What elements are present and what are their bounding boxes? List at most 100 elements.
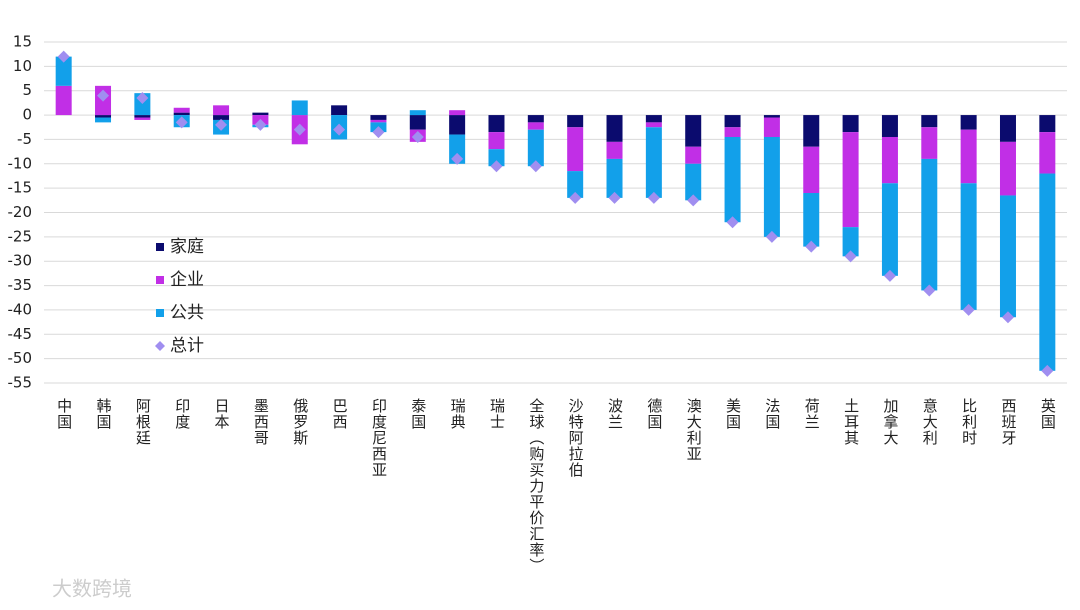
y-tick-label: -20 <box>8 203 33 221</box>
watermark: 大数跨境 <box>52 577 132 601</box>
y-tick-label: -15 <box>8 179 33 197</box>
total-marker <box>1001 311 1014 324</box>
total-marker <box>451 152 464 165</box>
bar-segment <box>606 115 623 142</box>
total-marker <box>529 160 542 173</box>
x-tick-label: 加拿大 <box>881 398 899 446</box>
y-tick-label: -35 <box>8 276 33 294</box>
bar-segment <box>567 171 584 198</box>
bar-segment <box>527 122 544 130</box>
x-tick-label: 阿根廷 <box>134 398 152 446</box>
total-marker <box>490 160 503 173</box>
y-tick-label: 5 <box>22 81 32 99</box>
bar-segment <box>685 115 702 147</box>
x-tick-label: 墨西哥 <box>252 398 270 446</box>
total-marker <box>569 191 582 204</box>
bar-segment <box>488 132 505 150</box>
x-tick-label: 泰国 <box>409 398 427 430</box>
bar-segment <box>960 115 977 130</box>
bar-segment <box>724 127 741 137</box>
y-tick-label: -10 <box>8 154 33 172</box>
bar-segment <box>449 110 466 116</box>
y-tick-label: 0 <box>22 106 32 124</box>
x-tick-label: 西班牙 <box>999 398 1017 446</box>
total-marker <box>57 50 70 63</box>
total-marker <box>136 92 149 105</box>
legend-marker <box>156 243 164 251</box>
total-marker <box>97 89 110 102</box>
bar-segment <box>449 115 466 135</box>
bar-segment <box>488 149 505 167</box>
bar-segment <box>645 122 662 128</box>
y-tick-label: -40 <box>8 300 33 318</box>
bar-segment <box>606 141 623 159</box>
bar-segment <box>763 117 780 137</box>
bar-segment <box>1039 173 1056 371</box>
x-tick-label: 瑞士 <box>488 398 506 430</box>
bar-segment <box>134 117 151 120</box>
bar-segment <box>881 183 898 276</box>
total-marker <box>215 118 228 131</box>
x-tick-label: 韩国 <box>95 398 113 430</box>
y-tick-label: 10 <box>13 57 32 75</box>
bar-segment <box>567 127 584 172</box>
bar-segment <box>803 146 820 194</box>
bar-segment <box>724 136 741 223</box>
bar-segment <box>173 107 190 113</box>
y-tick-label: -50 <box>8 349 33 367</box>
bar-segment <box>921 127 938 159</box>
bar-segment <box>527 129 544 167</box>
bar-segment <box>685 146 702 164</box>
x-tick-label: 全球（购买力平价汇率） <box>527 397 545 574</box>
bar-segment <box>55 85 72 116</box>
bar-segment <box>999 195 1016 318</box>
bar-segment <box>842 115 859 133</box>
bar-segment <box>449 134 466 164</box>
bar-segment <box>95 117 112 123</box>
bar-segment <box>999 141 1016 196</box>
total-marker <box>1041 364 1054 377</box>
bar-segment <box>173 112 190 116</box>
total-marker <box>844 250 857 263</box>
bar-segment <box>527 115 544 123</box>
bar-segment <box>645 127 662 198</box>
legend-marker <box>155 341 165 351</box>
total-marker <box>962 303 975 316</box>
bar-segment <box>842 132 859 228</box>
x-tick-label: 德国 <box>645 397 663 430</box>
bar-segment <box>803 115 820 147</box>
total-marker <box>765 230 778 243</box>
legend-marker <box>156 309 164 317</box>
x-tick-label: 印度尼西亚 <box>370 398 388 478</box>
x-tick-label: 法国 <box>763 398 781 430</box>
x-tick-label: 意大利 <box>921 397 939 446</box>
total-marker <box>411 130 424 143</box>
bar-segment <box>724 115 741 128</box>
bar-segment <box>370 119 387 123</box>
x-tick-label: 巴西 <box>331 398 349 430</box>
bar-segment <box>291 100 308 116</box>
bar-segment <box>881 115 898 137</box>
legend-marker <box>156 276 164 284</box>
legend-label: 公共 <box>170 303 204 323</box>
bar-segment <box>921 115 938 128</box>
total-marker <box>333 123 346 136</box>
y-tick-label: -25 <box>8 227 33 245</box>
bar-segment <box>803 193 820 247</box>
total-marker <box>687 194 700 207</box>
x-tick-label: 印度 <box>173 398 191 430</box>
y-tick-label: -5 <box>17 130 32 148</box>
bar-segment <box>95 115 112 118</box>
bar-segment <box>331 105 348 116</box>
x-tick-label: 美国 <box>724 398 742 430</box>
total-marker <box>372 126 385 139</box>
bar-segment <box>645 115 662 123</box>
bar-segment <box>921 158 938 291</box>
x-tick-label: 瑞典 <box>449 398 467 430</box>
bar-segment <box>960 183 977 310</box>
x-tick-label: 中国 <box>55 398 73 430</box>
bar-segment <box>960 129 977 184</box>
total-marker <box>254 118 267 131</box>
y-tick-label: 15 <box>13 33 32 51</box>
